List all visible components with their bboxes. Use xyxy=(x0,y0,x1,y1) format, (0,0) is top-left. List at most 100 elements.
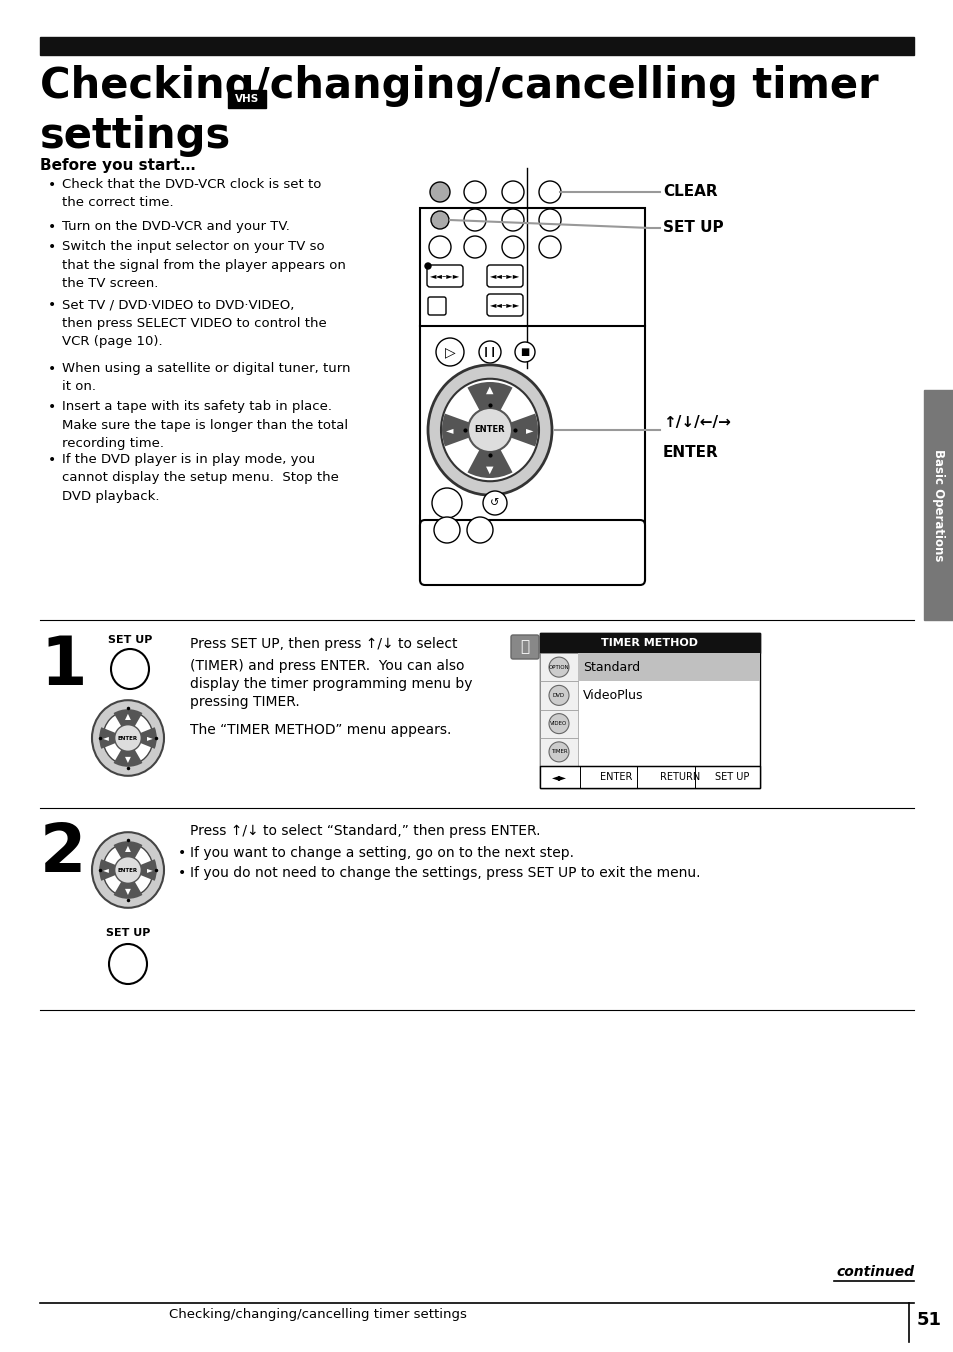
Wedge shape xyxy=(113,710,142,738)
Text: Check that the DVD-VCR clock is set to
the correct time.: Check that the DVD-VCR clock is set to t… xyxy=(62,178,321,210)
Text: Set TV / DVD·VIDEO to DVD·VIDEO,
then press SELECT VIDEO to control the
VCR (pag: Set TV / DVD·VIDEO to DVD·VIDEO, then pr… xyxy=(62,297,327,347)
Text: If you do not need to change the settings, press SET UP to exit the menu.: If you do not need to change the setting… xyxy=(190,867,700,880)
Circle shape xyxy=(548,657,568,677)
Bar xyxy=(539,767,760,788)
Text: 51: 51 xyxy=(916,1311,941,1329)
Text: ⏱: ⏱ xyxy=(520,639,529,654)
Ellipse shape xyxy=(109,944,147,984)
Text: ◄: ◄ xyxy=(446,425,454,435)
Text: display the timer programming menu by: display the timer programming menu by xyxy=(190,677,472,691)
Text: ►: ► xyxy=(526,425,533,435)
Text: ◄◄–►►: ◄◄–►► xyxy=(430,272,459,280)
Text: ◄◄–►►: ◄◄–►► xyxy=(489,300,519,310)
Bar xyxy=(539,738,578,767)
Bar xyxy=(40,37,913,55)
Ellipse shape xyxy=(111,649,149,690)
Text: ❙❙: ❙❙ xyxy=(481,347,497,357)
Text: If the DVD player is in play mode, you
cannot display the setup menu.  Stop the
: If the DVD player is in play mode, you c… xyxy=(62,453,338,503)
Circle shape xyxy=(478,341,500,362)
Text: 1: 1 xyxy=(40,633,87,699)
Text: •: • xyxy=(178,867,186,880)
Text: •: • xyxy=(48,362,56,376)
Circle shape xyxy=(482,491,506,515)
Circle shape xyxy=(431,211,449,228)
Circle shape xyxy=(434,516,459,544)
Circle shape xyxy=(538,237,560,258)
Text: OPTION: OPTION xyxy=(548,665,569,669)
Text: pressing TIMER.: pressing TIMER. xyxy=(190,695,299,708)
FancyBboxPatch shape xyxy=(428,297,446,315)
Wedge shape xyxy=(99,860,128,880)
Circle shape xyxy=(501,181,523,203)
Circle shape xyxy=(463,237,485,258)
Circle shape xyxy=(538,181,560,203)
Ellipse shape xyxy=(103,711,153,765)
Ellipse shape xyxy=(440,379,538,481)
Text: •: • xyxy=(48,178,56,192)
Bar xyxy=(539,681,578,710)
Wedge shape xyxy=(99,727,128,749)
Text: ↺: ↺ xyxy=(490,498,499,508)
Circle shape xyxy=(436,338,463,366)
Text: TIMER: TIMER xyxy=(550,749,567,754)
Text: ▼: ▼ xyxy=(125,887,131,896)
Text: ►: ► xyxy=(147,865,152,875)
Text: Before you start…: Before you start… xyxy=(40,158,195,173)
Text: ENTER: ENTER xyxy=(599,772,632,781)
Text: 2: 2 xyxy=(40,821,86,886)
Circle shape xyxy=(114,857,141,883)
Circle shape xyxy=(548,714,568,734)
Text: ◄: ◄ xyxy=(103,865,110,875)
Text: When using a satellite or digital tuner, turn
it on.: When using a satellite or digital tuner,… xyxy=(62,362,350,393)
Text: Press ↑/↓ to select “Standard,” then press ENTER.: Press ↑/↓ to select “Standard,” then pre… xyxy=(190,823,540,838)
Text: •: • xyxy=(178,846,186,860)
Text: •: • xyxy=(48,241,56,254)
FancyBboxPatch shape xyxy=(419,521,644,585)
Text: Checking/changing/cancelling timer settings: Checking/changing/cancelling timer setti… xyxy=(169,1307,467,1321)
Circle shape xyxy=(548,685,568,706)
Text: Checking/changing/cancelling timer: Checking/changing/cancelling timer xyxy=(40,65,878,107)
Bar xyxy=(539,633,760,788)
FancyBboxPatch shape xyxy=(486,265,522,287)
Wedge shape xyxy=(113,738,142,767)
Ellipse shape xyxy=(91,700,164,776)
Text: ◄►: ◄► xyxy=(552,772,566,781)
Circle shape xyxy=(548,742,568,763)
FancyBboxPatch shape xyxy=(486,293,522,316)
Text: Switch the input selector on your TV so
that the signal from the player appears : Switch the input selector on your TV so … xyxy=(62,241,346,289)
Text: SET UP: SET UP xyxy=(108,635,152,645)
FancyBboxPatch shape xyxy=(427,265,462,287)
FancyBboxPatch shape xyxy=(419,208,644,580)
Text: RETURN: RETURN xyxy=(659,772,700,781)
Bar xyxy=(539,633,760,653)
Text: ■: ■ xyxy=(519,347,529,357)
Text: ▼: ▼ xyxy=(486,465,494,475)
Circle shape xyxy=(468,408,512,452)
Text: SET UP: SET UP xyxy=(714,772,749,781)
Text: Basic Operations: Basic Operations xyxy=(931,449,944,561)
Bar xyxy=(539,653,578,681)
Text: ▲: ▲ xyxy=(486,385,494,395)
Circle shape xyxy=(463,181,485,203)
Text: Standard: Standard xyxy=(582,661,639,673)
Wedge shape xyxy=(467,383,512,430)
Text: ▷: ▷ xyxy=(444,345,455,360)
Text: ►: ► xyxy=(147,734,152,742)
Text: ◄◄–►►: ◄◄–►► xyxy=(489,272,519,280)
Text: VideoPlus: VideoPlus xyxy=(582,690,643,702)
Text: (TIMER) and press ENTER.  You can also: (TIMER) and press ENTER. You can also xyxy=(190,658,464,673)
Wedge shape xyxy=(490,414,537,446)
Text: ENTER: ENTER xyxy=(118,868,138,872)
Text: •: • xyxy=(48,400,56,414)
Text: ◄: ◄ xyxy=(103,734,110,742)
Ellipse shape xyxy=(428,365,552,495)
Bar xyxy=(539,767,760,788)
Ellipse shape xyxy=(103,844,153,896)
Bar xyxy=(228,91,266,108)
Text: Turn on the DVD-VCR and your TV.: Turn on the DVD-VCR and your TV. xyxy=(62,220,290,233)
Text: Insert a tape with its safety tab in place.
Make sure the tape is longer than th: Insert a tape with its safety tab in pla… xyxy=(62,400,348,450)
Bar xyxy=(923,389,953,621)
Circle shape xyxy=(515,342,535,362)
Wedge shape xyxy=(128,727,156,749)
Text: ▲: ▲ xyxy=(125,713,131,721)
